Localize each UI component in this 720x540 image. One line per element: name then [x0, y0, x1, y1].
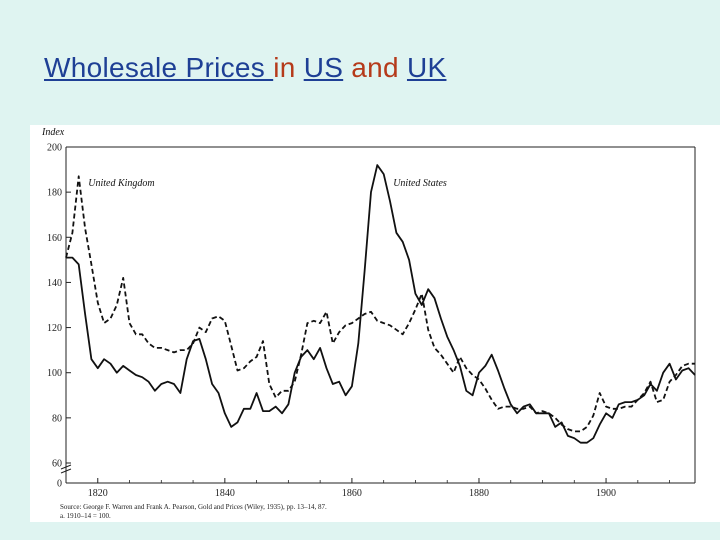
y-tick-label-100: 100 — [47, 368, 62, 379]
y-tick-label-80: 80 — [52, 413, 62, 424]
series-label-united-kingdom: United Kingdom — [88, 178, 154, 189]
title-part-0[interactable]: Wholesale Prices — [44, 52, 274, 83]
y-tick-label-zero: 0 — [57, 479, 62, 490]
title-part-2 — [296, 52, 304, 83]
series-labels: United States United Kingdom — [88, 178, 447, 189]
slide-title: Wholesale Prices in US and UK — [44, 52, 446, 84]
x-tick-label-1820: 1820 — [88, 488, 108, 499]
y-axis-break — [60, 464, 72, 474]
series-line-united-kingdom — [65, 175, 695, 433]
title-part-1: in — [273, 52, 296, 83]
source-line-2: a. 1910–14 = 100. — [60, 512, 111, 520]
title-part-5[interactable]: UK — [406, 52, 447, 83]
title-part-3[interactable]: US — [303, 52, 344, 83]
tick-labels: 60 80 100 120 140 160 180 200 0 1820 1840 1860 1880 1… — [47, 143, 616, 500]
y-axis-title: Index — [41, 127, 65, 138]
series-label-united-states: United States — [393, 178, 447, 189]
x-tick-label-1880: 1880 — [469, 488, 489, 499]
y-tick-label-160: 160 — [47, 233, 62, 244]
axes — [60, 146, 696, 484]
y-tick-label-120: 120 — [47, 323, 62, 334]
title-part-4: and — [343, 52, 407, 83]
x-tick-label-1860: 1860 — [342, 488, 362, 499]
x-tick-label-1900: 1900 — [596, 488, 616, 499]
y-tick-label-140: 140 — [47, 278, 62, 289]
y-tick-label-60: 60 — [52, 459, 62, 470]
price-index-chart: 60 80 100 120 140 160 180 200 0 1820 1840 1860 1880 1… — [41, 127, 696, 520]
y-tick-label-200: 200 — [47, 143, 62, 154]
y-tick-label-180: 180 — [47, 188, 62, 199]
source-line-1: Source: George F. Warren and Frank A. Pe… — [60, 503, 327, 511]
chart-panel: 60 80 100 120 140 160 180 200 0 1820 1840 1860 1880 1… — [30, 125, 720, 522]
series-lines — [65, 164, 696, 444]
series-line-united-states — [66, 164, 696, 444]
x-tick-label-1840: 1840 — [215, 488, 235, 499]
